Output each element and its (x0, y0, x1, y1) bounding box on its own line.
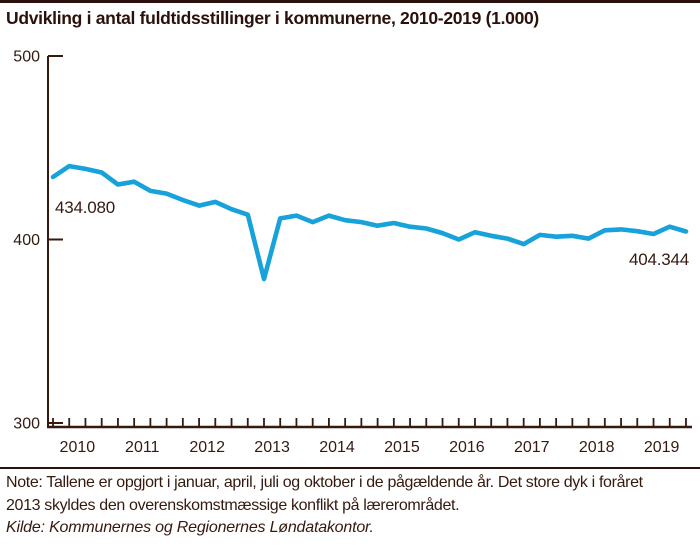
x-tick-label: 2012 (189, 439, 225, 456)
x-tick-label: 2018 (579, 439, 615, 456)
y-tick-label: 500 (13, 49, 40, 66)
x-tick-label: 2019 (644, 439, 680, 456)
source-text: Kilde: Kommunernes og Regionernes Løndat… (6, 519, 374, 536)
x-tick-label: 2011 (125, 439, 160, 456)
end-value-label: 404.344 (628, 250, 689, 269)
y-tick-label: 400 (13, 232, 40, 249)
x-tick-label: 2015 (384, 439, 420, 456)
top-border (0, 0, 700, 3)
x-tick-label: 2017 (514, 439, 550, 456)
x-tick-label: 2013 (254, 439, 290, 456)
y-tick-label: 300 (13, 416, 40, 433)
footer-divider (0, 467, 700, 469)
data-line (50, 163, 689, 282)
x-tick-label: 2010 (60, 439, 96, 456)
start-value-label: 434.080 (55, 198, 116, 217)
x-tick-label: 2016 (449, 439, 485, 456)
note-text: Note: Tallene er opgjort i januar, april… (6, 474, 643, 514)
line-chart: 500 400 300 2010 2011 2012 2013 2014 2015 2016 201… (13, 49, 692, 456)
chart-title: Udvikling i antal fuldtidsstillinger i k… (6, 8, 539, 28)
x-tick-label: 2014 (319, 439, 355, 456)
